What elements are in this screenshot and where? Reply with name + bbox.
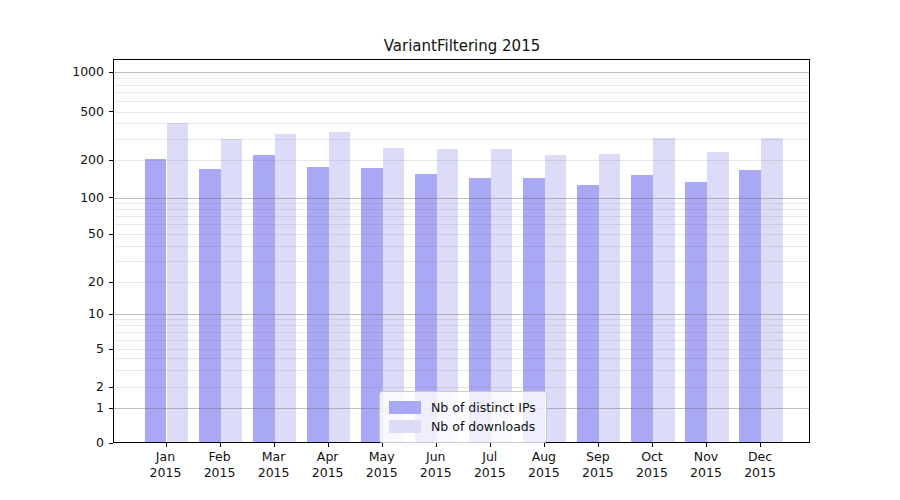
bar-feb-distinct-ips bbox=[199, 169, 221, 442]
y-tick-label-50: 50 bbox=[0, 227, 104, 241]
bar-mar-distinct-ips bbox=[253, 155, 275, 442]
x-tick-label-jun: Jun2015 bbox=[406, 449, 466, 481]
plot-area: Nb of distinct IPs Nb of downloads bbox=[113, 59, 810, 443]
x-tick-mark-oct bbox=[652, 443, 653, 447]
x-tick-label-sep: Sep2015 bbox=[568, 449, 628, 481]
x-tick-label-may: May2015 bbox=[352, 449, 412, 481]
x-tick-mark-mar bbox=[274, 443, 275, 447]
y-tick-label-0: 0 bbox=[0, 436, 104, 450]
x-tick-label-apr: Apr2015 bbox=[298, 449, 358, 481]
y-tick-mark-5 bbox=[109, 349, 113, 350]
x-tick-label-aug: Aug2015 bbox=[514, 449, 574, 481]
bar-dec-distinct-ips bbox=[739, 170, 761, 442]
y-tick-mark-50 bbox=[109, 234, 113, 235]
x-tick-label-feb: Feb2015 bbox=[190, 449, 250, 481]
y-tick-label-1000: 1000 bbox=[0, 65, 104, 79]
chart-figure: VariantFiltering 2015 Nb of distinct IPs… bbox=[0, 0, 900, 500]
x-tick-mark-feb bbox=[220, 443, 221, 447]
legend-swatch-distinct-ips bbox=[389, 401, 421, 414]
bar-aug-downloads bbox=[545, 155, 567, 442]
chart-title: VariantFiltering 2015 bbox=[114, 37, 810, 55]
x-tick-mark-aug bbox=[544, 443, 545, 447]
y-tick-label-20: 20 bbox=[0, 275, 104, 289]
bar-dec-downloads bbox=[761, 138, 783, 442]
x-tick-mark-sep bbox=[598, 443, 599, 447]
x-tick-label-oct: Oct2015 bbox=[622, 449, 682, 481]
x-tick-mark-jun bbox=[436, 443, 437, 447]
bar-nov-distinct-ips bbox=[685, 182, 707, 442]
x-tick-mark-nov bbox=[706, 443, 707, 447]
y-tick-mark-20 bbox=[109, 282, 113, 283]
y-tick-mark-10 bbox=[109, 314, 113, 315]
y-tick-label-500: 500 bbox=[0, 105, 104, 119]
y-tick-mark-200 bbox=[109, 160, 113, 161]
x-tick-mark-jan bbox=[166, 443, 167, 447]
legend-row-distinct-ips: Nb of distinct IPs bbox=[389, 398, 536, 417]
bar-jan-downloads bbox=[167, 123, 189, 442]
x-tick-label-nov: Nov2015 bbox=[676, 449, 736, 481]
bar-apr-distinct-ips bbox=[307, 167, 329, 442]
y-tick-label-1: 1 bbox=[0, 401, 104, 415]
bar-apr-downloads bbox=[329, 132, 351, 442]
bar-feb-downloads bbox=[221, 139, 243, 442]
bar-mar-downloads bbox=[275, 134, 297, 442]
y-tick-mark-100 bbox=[109, 197, 113, 198]
y-tick-label-10: 10 bbox=[0, 307, 104, 321]
x-tick-label-jul: Jul2015 bbox=[460, 449, 520, 481]
y-tick-mark-1000 bbox=[109, 72, 113, 73]
y-tick-mark-0 bbox=[109, 443, 113, 444]
legend-label-distinct-ips: Nb of distinct IPs bbox=[431, 400, 536, 415]
y-tick-label-200: 200 bbox=[0, 153, 104, 167]
bar-oct-downloads bbox=[653, 138, 675, 442]
y-tick-label-100: 100 bbox=[0, 191, 104, 205]
y-tick-mark-2 bbox=[109, 387, 113, 388]
x-tick-mark-dec bbox=[760, 443, 761, 447]
y-tick-label-2: 2 bbox=[0, 380, 104, 394]
x-tick-mark-apr bbox=[328, 443, 329, 447]
x-tick-mark-jul bbox=[490, 443, 491, 447]
x-tick-mark-may bbox=[382, 443, 383, 447]
bar-sep-distinct-ips bbox=[577, 185, 599, 442]
y-tick-label-5: 5 bbox=[0, 342, 104, 356]
bar-sep-downloads bbox=[599, 154, 621, 442]
x-tick-label-jan: Jan2015 bbox=[136, 449, 196, 481]
legend-label-downloads: Nb of downloads bbox=[431, 419, 535, 434]
y-tick-mark-500 bbox=[109, 111, 113, 112]
y-tick-mark-1 bbox=[109, 408, 113, 409]
legend: Nb of distinct IPs Nb of downloads bbox=[379, 391, 547, 443]
bar-nov-downloads bbox=[707, 152, 729, 442]
bar-oct-distinct-ips bbox=[631, 175, 653, 443]
legend-row-downloads: Nb of downloads bbox=[389, 417, 536, 436]
bar-jan-distinct-ips bbox=[145, 159, 167, 442]
x-tick-label-dec: Dec2015 bbox=[730, 449, 790, 481]
legend-swatch-downloads bbox=[389, 420, 421, 433]
bars-layer bbox=[114, 60, 809, 442]
x-tick-label-mar: Mar2015 bbox=[244, 449, 304, 481]
